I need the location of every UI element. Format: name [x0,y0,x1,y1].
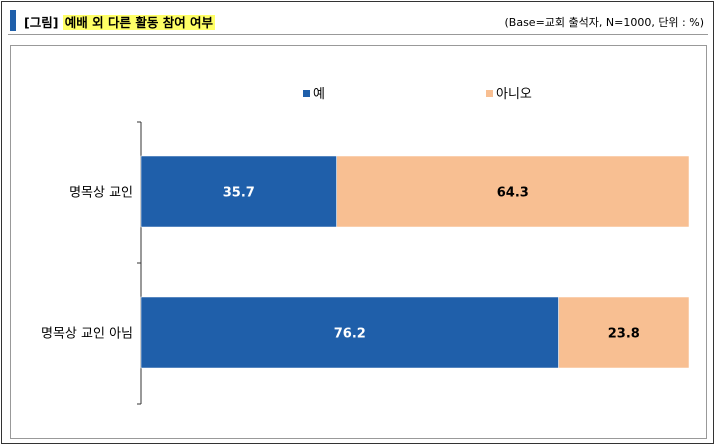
data-label-no-0: 64.3 [497,186,529,201]
header-divider [8,34,708,35]
bar-no-1 [558,296,690,369]
title-main: 예배 외 다른 활동 참여 여부 [62,15,216,30]
bar-no-0 [336,155,690,228]
title-prefix: [그림] [24,15,59,30]
title-marker [10,10,16,31]
figure-header: [그림] 예배 외 다른 활동 참여 여부 (Base=교회 출석자, N=10… [8,9,708,31]
legend-label-yes: 예 [313,87,325,102]
bar-yes-1 [140,296,559,369]
chart-area [10,45,707,439]
base-note: (Base=교회 출석자, N=1000, 단위 : %) [504,16,705,29]
data-label-yes-0: 35.7 [223,186,255,201]
figure-title: [그림] 예배 외 다른 활동 참여 여부 [24,12,216,31]
category-label-1: 명목상 교인 아님 [41,327,133,342]
category-label-0: 명목상 교인 [69,186,133,201]
bar-yes-0 [140,155,337,228]
legend-label-no: 아니오 [496,87,532,102]
data-label-yes-1: 76.2 [334,327,366,342]
legend-swatch-no [486,90,493,97]
data-label-no-1: 23.8 [608,327,640,342]
legend-swatch-yes [303,90,310,97]
